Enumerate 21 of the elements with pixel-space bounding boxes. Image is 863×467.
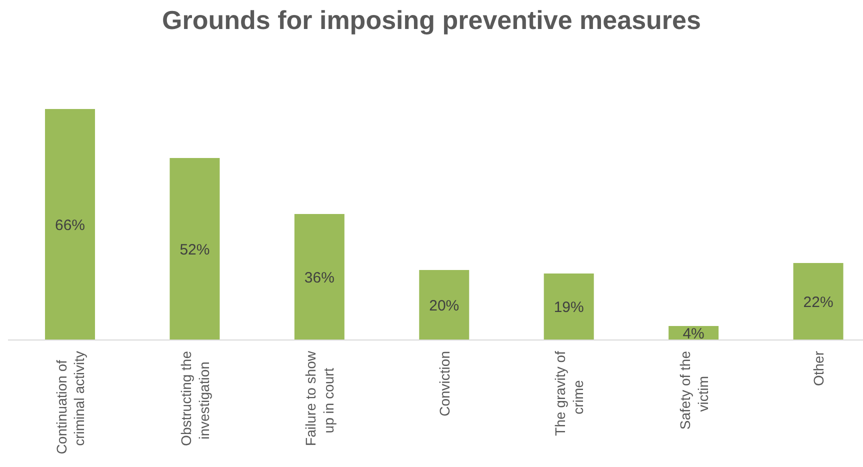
bar xyxy=(45,109,95,340)
x-tick-label: Other xyxy=(810,350,827,386)
data-label: 4% xyxy=(682,325,704,342)
data-label: 19% xyxy=(554,299,584,316)
data-label: 36% xyxy=(304,269,334,286)
data-label: 20% xyxy=(429,297,460,314)
bar xyxy=(793,263,844,340)
bar xyxy=(170,158,220,340)
x-tick-label: Failure to show up in court xyxy=(302,350,337,446)
x-tick-label: The gravity of crime xyxy=(552,350,586,436)
bar xyxy=(419,270,470,340)
x-tick-label: Safety of the victim xyxy=(676,350,711,430)
chart-title: Grounds for imposing preventive measures xyxy=(161,5,702,36)
data-label: 22% xyxy=(803,294,834,311)
data-label: 66% xyxy=(54,216,86,234)
bar xyxy=(544,274,594,340)
x-tick-label: Obstructing the investigation xyxy=(178,350,212,446)
bar xyxy=(294,214,344,340)
x-tick-label: Continuation of criminal activity xyxy=(53,351,88,454)
data-label: 52% xyxy=(180,241,210,258)
x-tick-label: Conviction xyxy=(436,351,452,416)
